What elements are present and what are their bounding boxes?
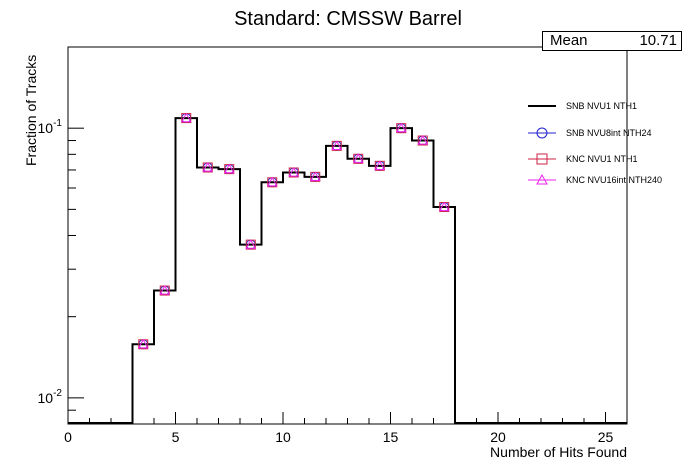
marker-triangle <box>374 160 386 170</box>
legend: SNB NVU1 NTH1 SNB NVU8int NTH24 KNC NVU1 N… <box>528 101 662 185</box>
marker-triangle <box>266 176 278 187</box>
x-tick-label: 25 <box>598 429 614 445</box>
x-tick-label: 20 <box>490 429 506 445</box>
marker-triangle <box>245 239 257 249</box>
marker-triangle <box>137 338 149 349</box>
marker-triangle <box>180 112 192 123</box>
series-group <box>68 112 627 424</box>
chart-title: Standard: CMSSW Barrel <box>234 8 462 30</box>
legend-marker-triangle <box>536 173 548 185</box>
x-axis-label: Number of Hits Found <box>490 444 627 460</box>
marker-triangle <box>159 285 171 295</box>
stats-mean-label: Mean <box>550 32 588 49</box>
marker-triangle <box>309 171 321 181</box>
marker-triangle <box>352 153 364 163</box>
marker-triangle <box>288 166 300 177</box>
y-tick-label: 10-2 <box>38 388 63 406</box>
marker-triangle <box>202 161 214 172</box>
legend-entry-label: SNB NVU1 NTH1 <box>566 101 637 111</box>
marker-triangle <box>438 201 450 212</box>
stats-box: Mean 10.71 <box>542 31 682 51</box>
plot-frame <box>67 46 628 425</box>
x-tick-label: 15 <box>383 429 399 445</box>
series-line-snb-nvu1-nth1 <box>131 117 456 424</box>
legend-entry-label: SNB NVU8int NTH24 <box>566 128 652 138</box>
marker-triangle <box>417 134 429 145</box>
x-tick-label: 5 <box>172 429 180 445</box>
legend-entry-label: KNC NVU1 NTH1 <box>566 154 638 164</box>
x-tick-label: 0 <box>64 429 72 445</box>
legend-marker-square <box>536 153 548 165</box>
stats-mean-value: 10.71 <box>639 32 677 49</box>
x-tick-label: 10 <box>275 429 291 445</box>
axes-group: 0 5 10 15 20 25 10-2 10-1 <box>38 46 628 445</box>
marker-triangle <box>223 163 235 174</box>
marker-triangle <box>331 140 343 150</box>
legend-entry-label: KNC NVU16int NTH240 <box>566 175 662 185</box>
y-axis-label: Fraction of Tracks <box>23 55 39 166</box>
marker-triangle <box>395 122 407 133</box>
y-tick-label: 10-1 <box>38 118 63 136</box>
legend-marker-circle <box>536 127 548 139</box>
